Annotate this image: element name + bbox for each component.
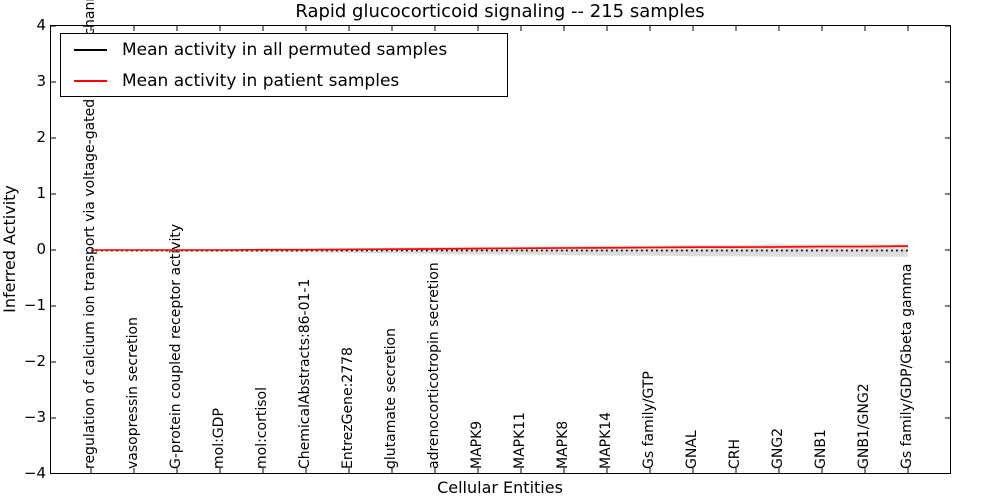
legend-line-sample-permuted	[74, 48, 107, 51]
legend-label: Mean activity in patient samples	[122, 70, 400, 91]
y-tick-label: −3	[23, 408, 46, 426]
y-tick-label: 0	[36, 240, 46, 258]
x-axis-title: Cellular Entities	[437, 478, 563, 497]
y-tick-label: −2	[23, 352, 46, 370]
legend-label: Mean activity in all permuted samples	[122, 39, 448, 60]
y-tick-label: 1	[36, 184, 46, 202]
y-tick-label: −4	[23, 464, 46, 482]
y-tick-label: 2	[36, 128, 46, 146]
y-tick-label: 3	[36, 72, 46, 90]
legend-entry-permuted: Mean activity in all permuted samples	[61, 34, 507, 65]
legend: Mean activity in all permuted samples Me…	[60, 33, 508, 97]
chart-title: Rapid glucocorticoid signaling -- 215 sa…	[295, 1, 705, 22]
y-tick-label: 4	[36, 16, 46, 34]
plot-area	[50, 25, 951, 474]
series-line	[91, 245, 909, 251]
legend-line-sample-patient	[74, 79, 107, 82]
chart-canvas	[51, 26, 950, 473]
y-tick-label: −1	[23, 296, 46, 314]
legend-entry-patient: Mean activity in patient samples	[61, 65, 507, 96]
